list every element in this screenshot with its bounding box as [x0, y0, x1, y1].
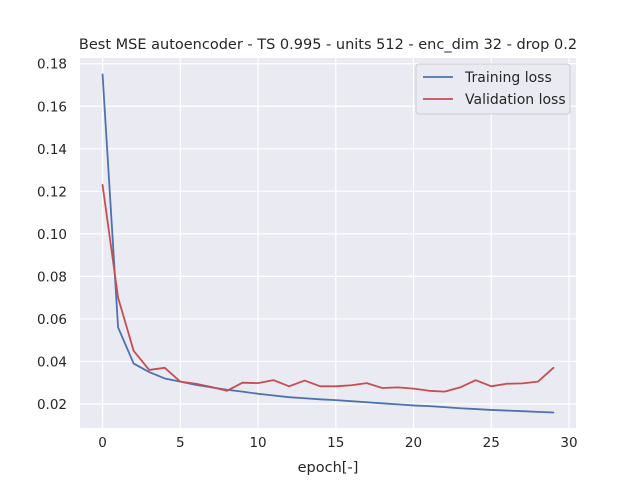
y-tick-label: 0.12 — [37, 184, 67, 200]
x-tick-label: 10 — [249, 435, 266, 451]
legend-label-training: Training loss — [464, 70, 552, 86]
validation-loss-line — [101, 184, 555, 393]
series-lines — [101, 73, 555, 414]
legend-label-validation: Validation loss — [465, 92, 566, 108]
legend: Training loss Validation loss — [415, 63, 571, 115]
y-tick-label: 0.10 — [37, 227, 67, 243]
y-tick-label: 0.16 — [37, 99, 67, 115]
x-tick-label: 0 — [98, 435, 107, 451]
x-tick-label: 30 — [560, 435, 577, 451]
y-tick-label: 0.18 — [37, 57, 67, 73]
y-tick-label: 0.14 — [37, 142, 67, 158]
y-tick-label: 0.08 — [37, 269, 67, 285]
x-tick-label: 5 — [176, 435, 185, 451]
legend-box — [415, 63, 571, 115]
x-tick-label: 15 — [327, 435, 344, 451]
y-tick-label: 0.06 — [37, 312, 67, 328]
chart-title: Best MSE autoencoder - TS 0.995 - units … — [79, 37, 577, 53]
plot-area — [80, 58, 576, 428]
training-loss-line — [101, 73, 555, 414]
y-tick-label: 0.04 — [37, 354, 67, 370]
y-tick-label: 0.02 — [37, 397, 67, 413]
x-tick-label: 25 — [483, 435, 500, 451]
x-axis-label: epoch[-] — [298, 460, 359, 476]
tick-labels: 0 5 10 15 20 25 30 0.02 0.04 0.06 0.08 0.10 0.12 0.14… — [37, 57, 578, 451]
x-tick-label: 20 — [405, 435, 422, 451]
